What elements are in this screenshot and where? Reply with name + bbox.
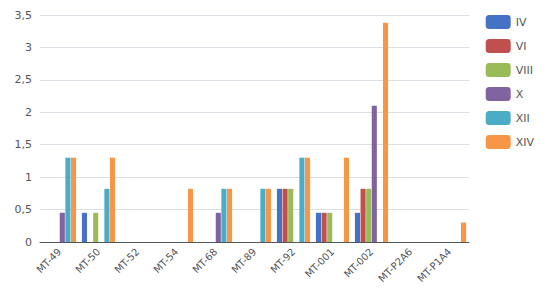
svg-text:XII: XII [516,112,530,125]
svg-text:0,5: 0,5 [15,203,33,216]
svg-text:MT-52: MT-52 [112,246,141,275]
svg-text:2: 2 [25,106,32,119]
svg-text:VI: VI [516,40,527,53]
svg-text:MT-68: MT-68 [190,246,219,275]
svg-text:IV: IV [516,16,527,29]
svg-text:MT-001: MT-001 [303,246,337,280]
svg-text:MT-49: MT-49 [34,246,63,275]
svg-text:2,5: 2,5 [15,73,33,86]
svg-text:VIII: VIII [516,64,533,77]
svg-text:XIV: XIV [516,136,535,149]
svg-text:3: 3 [25,41,32,54]
svg-text:MT-50: MT-50 [73,246,102,275]
svg-text:MT-54: MT-54 [151,246,180,275]
svg-text:3,5: 3,5 [15,9,33,22]
svg-text:MT-92: MT-92 [268,246,297,275]
svg-text:MT-P1A4: MT-P1A4 [415,246,453,284]
svg-text:1,5: 1,5 [15,138,33,151]
svg-text:MT-002: MT-002 [342,246,376,280]
svg-text:X: X [516,88,524,101]
svg-text:0: 0 [25,236,32,249]
svg-text:MT-P2A6: MT-P2A6 [376,246,414,284]
svg-text:MT-89: MT-89 [229,246,258,275]
svg-text:1: 1 [25,171,32,184]
